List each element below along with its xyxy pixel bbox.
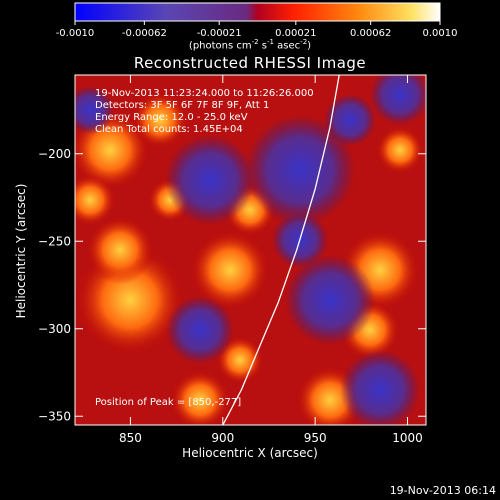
- heatmap-cool-region: [166, 296, 234, 364]
- colorbar-tick-label: 0.00062: [350, 28, 391, 39]
- colorbar: -0.0010 -0.00062 -0.00021 0.00021 0.00062 0.0…: [56, 2, 458, 39]
- annotation-energy: Energy Range: 12.0 - 25.0 keV: [95, 112, 248, 123]
- heatmap-cool-region: [245, 115, 355, 225]
- heatmap-cool-region: [165, 135, 255, 225]
- colorbar-tick-label: 0.0010: [423, 28, 458, 39]
- heatmap-cool-region: [324, 94, 376, 146]
- heatmap-image: [75, 75, 426, 425]
- heatmap-hot-region: [170, 370, 230, 425]
- annotation-detectors: Detectors: 3F 5F 6F 7F 8F 9F, Att 1: [95, 100, 270, 111]
- axes: 850 900 950 1000 −350 −300 −250 −200: [38, 75, 426, 445]
- colorbar-tick-label: -0.0010: [56, 28, 95, 39]
- heatmap-hot-region: [190, 230, 270, 310]
- colorbar-unit-label: (photons cm-2 s-1 asec-2): [188, 38, 312, 52]
- heatmap-hot-region: [75, 174, 116, 226]
- x-tick-label: 950: [304, 431, 327, 445]
- y-tick-label: −200: [38, 147, 71, 161]
- annotation-counts: Clean Total counts: 1.45E+04: [95, 124, 243, 135]
- heatmap-cool-region: [340, 350, 420, 425]
- heatmap-hot-region: [86, 216, 154, 284]
- heatmap-cool-region: [370, 75, 426, 125]
- date-stamp: 19-Nov-2013 06:14: [389, 484, 496, 497]
- heatmap-cool-region: [75, 86, 114, 134]
- peak-annotation: Position of Peak = [850,-277]: [95, 397, 242, 408]
- y-tick-label: −250: [38, 234, 71, 248]
- plot-frame: [74, 74, 427, 426]
- x-tick-label: 1000: [392, 431, 423, 445]
- colorbar-strip: [74, 2, 441, 22]
- heatmap-hot-region: [132, 92, 188, 148]
- solar-limb-line: [222, 75, 340, 425]
- colorbar-tick-label: -0.00062: [122, 28, 167, 39]
- y-tick-label: −300: [38, 322, 71, 336]
- x-axis-label: Heliocentric X (arcsec): [182, 446, 318, 460]
- annotation-time: 19-Nov-2013 11:23:24.000 to 11:26:26.000: [95, 88, 314, 99]
- x-tick-label: 900: [211, 431, 234, 445]
- colorbar-tick-label: 0.00021: [275, 28, 316, 39]
- heatmap-blobs: [75, 75, 426, 425]
- heatmap-hot-region: [376, 126, 424, 174]
- heatmap-cool-region: [285, 255, 375, 345]
- y-axis-label: Heliocentric Y (arcsec): [14, 183, 28, 319]
- colorbar-tick-label: -0.00021: [197, 28, 242, 39]
- x-tick-label: 850: [119, 431, 142, 445]
- colorbar-ticks: -0.0010 -0.00062 -0.00021 0.00021 0.00062 0.0…: [56, 21, 458, 39]
- y-tick-label: −350: [38, 409, 71, 423]
- chart-title: Reconstructed RHESSI Image: [133, 54, 367, 72]
